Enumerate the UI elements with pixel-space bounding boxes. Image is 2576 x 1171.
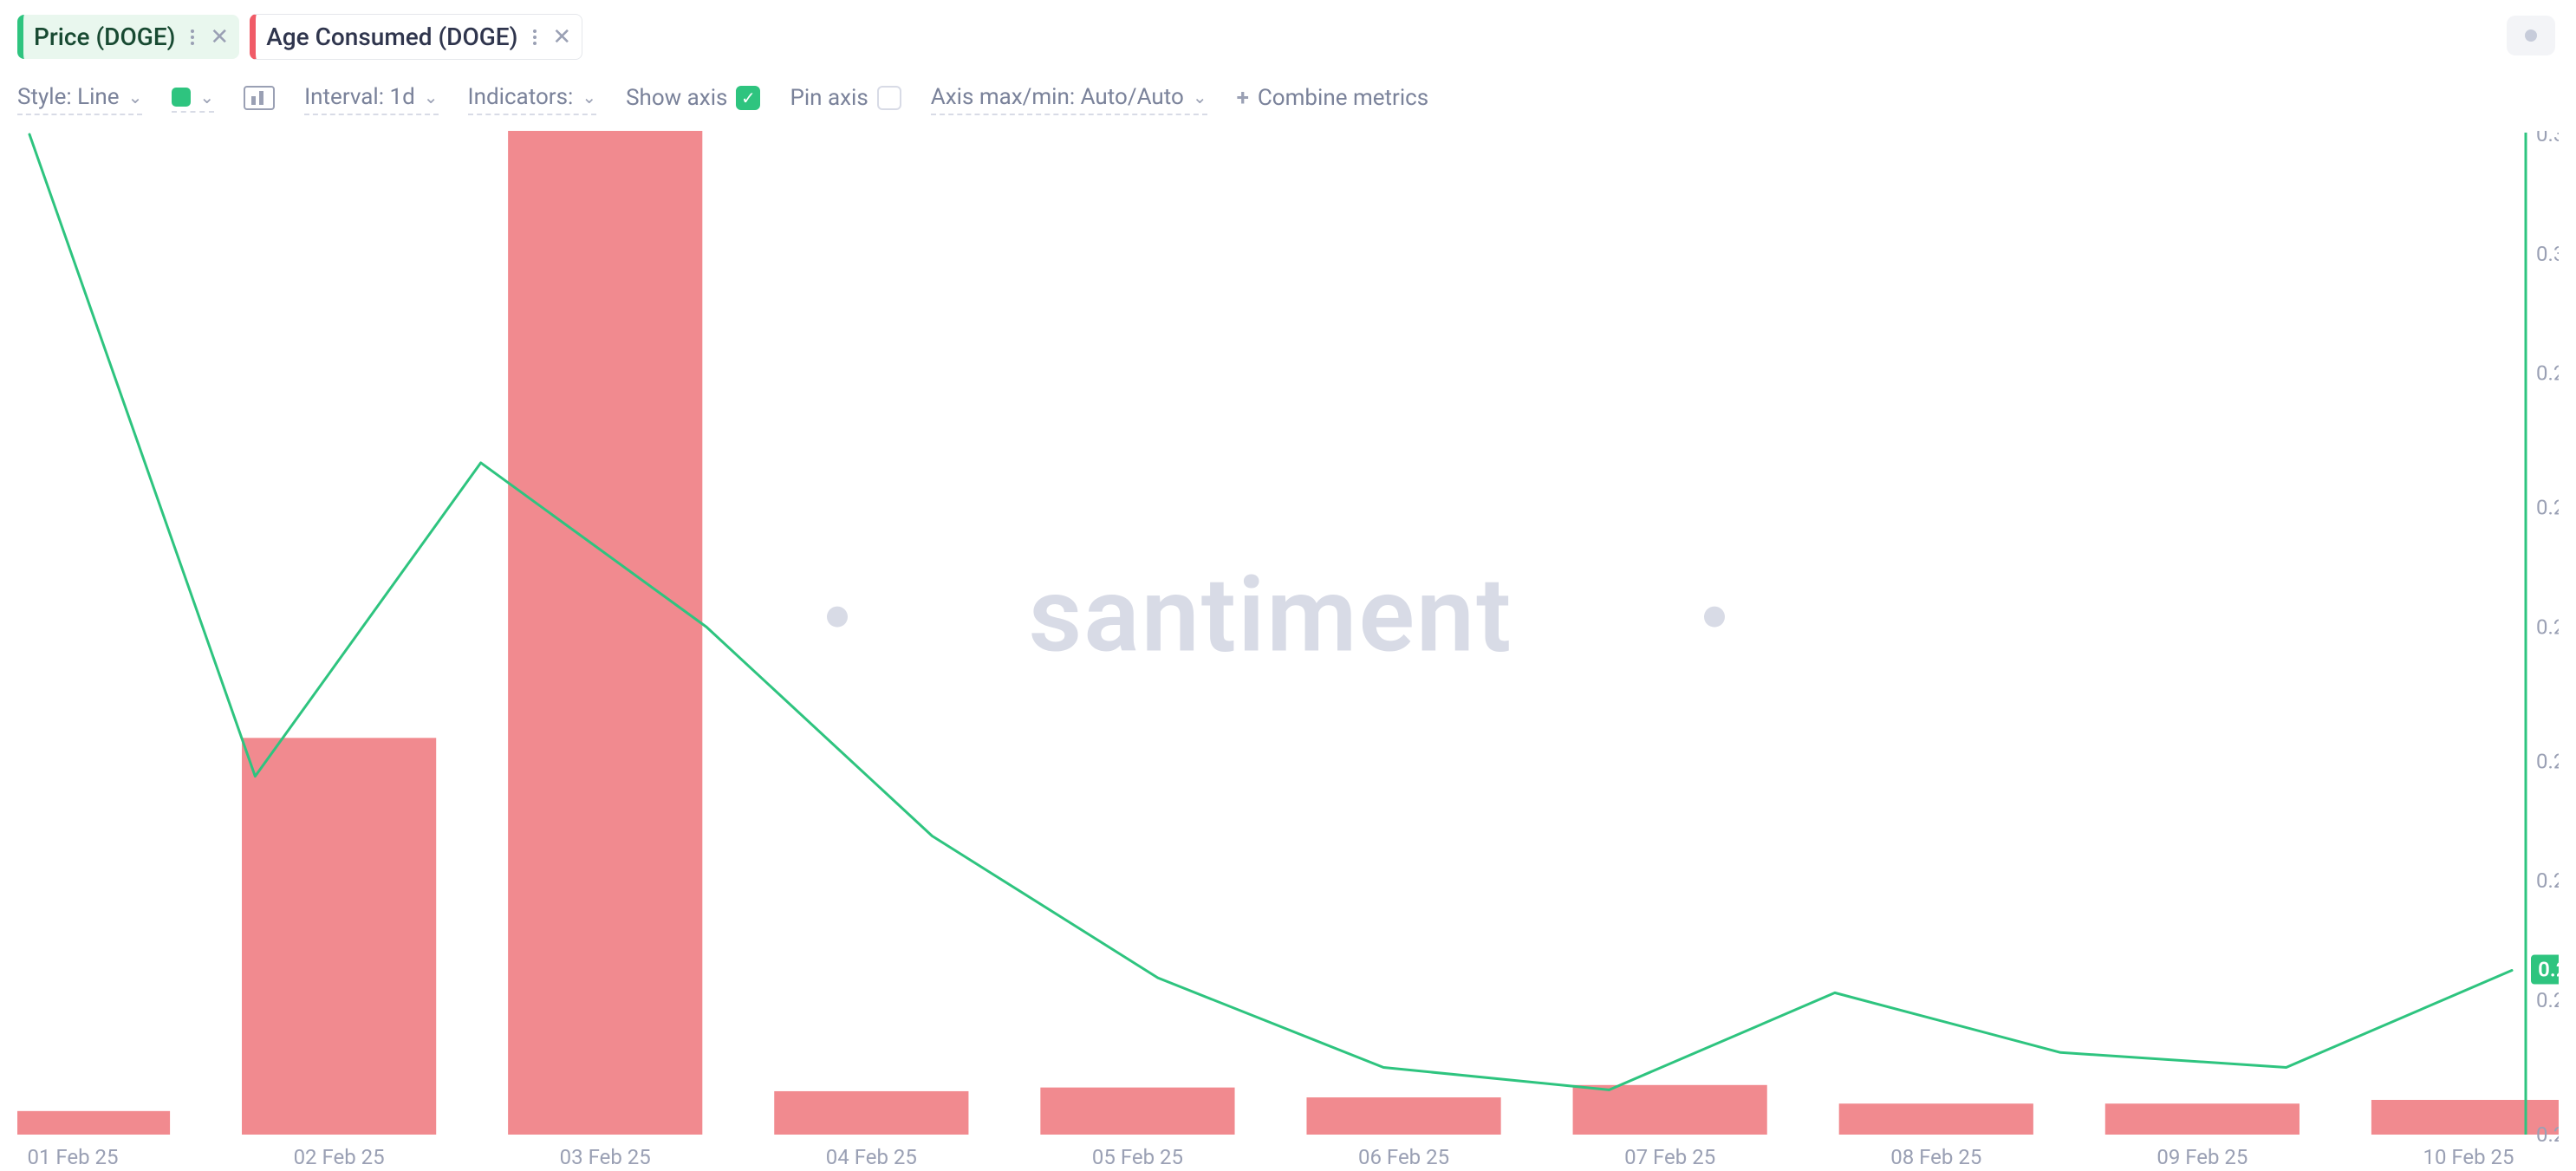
bar [1573, 1085, 1767, 1135]
checkbox-checked-icon: ✓ [736, 86, 760, 110]
watermark: santiment [1029, 556, 1513, 677]
style-label: Style: Line [17, 84, 120, 110]
bar [1839, 1103, 2033, 1135]
combine-label: Combine metrics [1258, 85, 1428, 111]
chart-area: santiment 0.311 0.303 0.295 0.286 0.269 0.278 0… [17, 131, 2559, 1171]
bar [774, 1091, 968, 1135]
close-icon[interactable]: ✕ [552, 24, 571, 50]
checkbox-unchecked-icon [877, 86, 901, 110]
bar-chart-icon [244, 86, 275, 110]
ytick-left: 0.278 [2536, 615, 2559, 639]
interval-label: Interval: 1d [304, 84, 415, 110]
ytick-left: 0.253 [2536, 988, 2559, 1012]
xtick: 04 Feb 25 [826, 1145, 917, 1169]
xtick: 08 Feb 25 [1890, 1145, 1981, 1169]
chart-type-button[interactable] [244, 86, 275, 114]
bar [1040, 1088, 1234, 1135]
tag-menu-icon[interactable] [530, 29, 540, 45]
svg-text:0.255: 0.255 [2538, 958, 2559, 982]
ytick-left: 0.295 [2536, 361, 2559, 386]
color-swatch [172, 88, 191, 107]
xtick: 03 Feb 25 [560, 1145, 651, 1169]
ytick-left: 0.311 [2536, 131, 2559, 146]
interval-selector[interactable]: Interval: 1d ⌄ [304, 84, 438, 115]
bar [242, 738, 436, 1135]
chevron-down-icon: ⌄ [582, 87, 596, 107]
tag-price[interactable]: Price (DOGE) ✕ [17, 15, 239, 59]
close-icon[interactable]: ✕ [210, 24, 229, 50]
tag-age-label: Age Consumed (DOGE) [266, 23, 517, 51]
axis-minmax-label: Axis max/min: Auto/Auto [931, 84, 1184, 110]
xtick: 06 Feb 25 [1358, 1145, 1449, 1169]
style-selector[interactable]: Style: Line ⌄ [17, 84, 142, 115]
pin-axis-label: Pin axis [790, 85, 868, 111]
chart-svg[interactable]: santiment 0.311 0.303 0.295 0.286 0.269 0.278 0… [17, 131, 2559, 1171]
ytick-left: 0.244 [2536, 1122, 2559, 1147]
chevron-down-icon: ⌄ [199, 87, 214, 107]
xtick: 05 Feb 25 [1092, 1145, 1183, 1169]
status-dot [2525, 29, 2537, 42]
xtick: 01 Feb 25 [27, 1145, 118, 1169]
ytick-left: 0.269 [2536, 749, 2559, 773]
bar [17, 1111, 170, 1135]
status-pill[interactable] [2507, 16, 2555, 55]
xtick: 02 Feb 25 [294, 1145, 385, 1169]
metric-tags: Price (DOGE) ✕ Age Consumed (DOGE) ✕ [17, 14, 2559, 60]
combine-metrics-button[interactable]: + Combine metrics [1237, 85, 1429, 114]
series-color-selector[interactable]: ⌄ [172, 87, 214, 113]
xtick: 07 Feb 25 [1624, 1145, 1715, 1169]
ytick-left: 0.286 [2536, 496, 2559, 520]
tag-age-consumed[interactable]: Age Consumed (DOGE) ✕ [250, 14, 582, 60]
show-axis-label: Show axis [626, 85, 727, 111]
xtick: 09 Feb 25 [2156, 1145, 2247, 1169]
bar [508, 131, 702, 1135]
tag-price-label: Price (DOGE) [34, 23, 175, 51]
bar [2371, 1100, 2559, 1135]
indicators-selector[interactable]: Indicators: ⌄ [468, 84, 597, 115]
axis-minmax-selector[interactable]: Axis max/min: Auto/Auto ⌄ [931, 84, 1207, 115]
indicators-label: Indicators: [468, 84, 574, 110]
chevron-down-icon: ⌄ [128, 87, 143, 107]
plus-icon: + [1237, 85, 1249, 111]
show-axis-toggle[interactable]: Show axis ✓ [626, 85, 760, 114]
xtick: 10 Feb 25 [2423, 1145, 2514, 1169]
chevron-down-icon: ⌄ [1193, 87, 1207, 107]
bar [1306, 1097, 1500, 1135]
tag-menu-icon[interactable] [187, 29, 198, 45]
bar [2105, 1103, 2300, 1135]
ytick-left: 0.261 [2536, 868, 2559, 893]
ytick-left: 0.303 [2536, 242, 2559, 266]
pin-axis-toggle[interactable]: Pin axis [790, 85, 901, 114]
chevron-down-icon: ⌄ [424, 87, 439, 107]
chart-toolbar: Style: Line ⌄ ⌄ Interval: 1d ⌄ Indicator… [17, 84, 2559, 115]
